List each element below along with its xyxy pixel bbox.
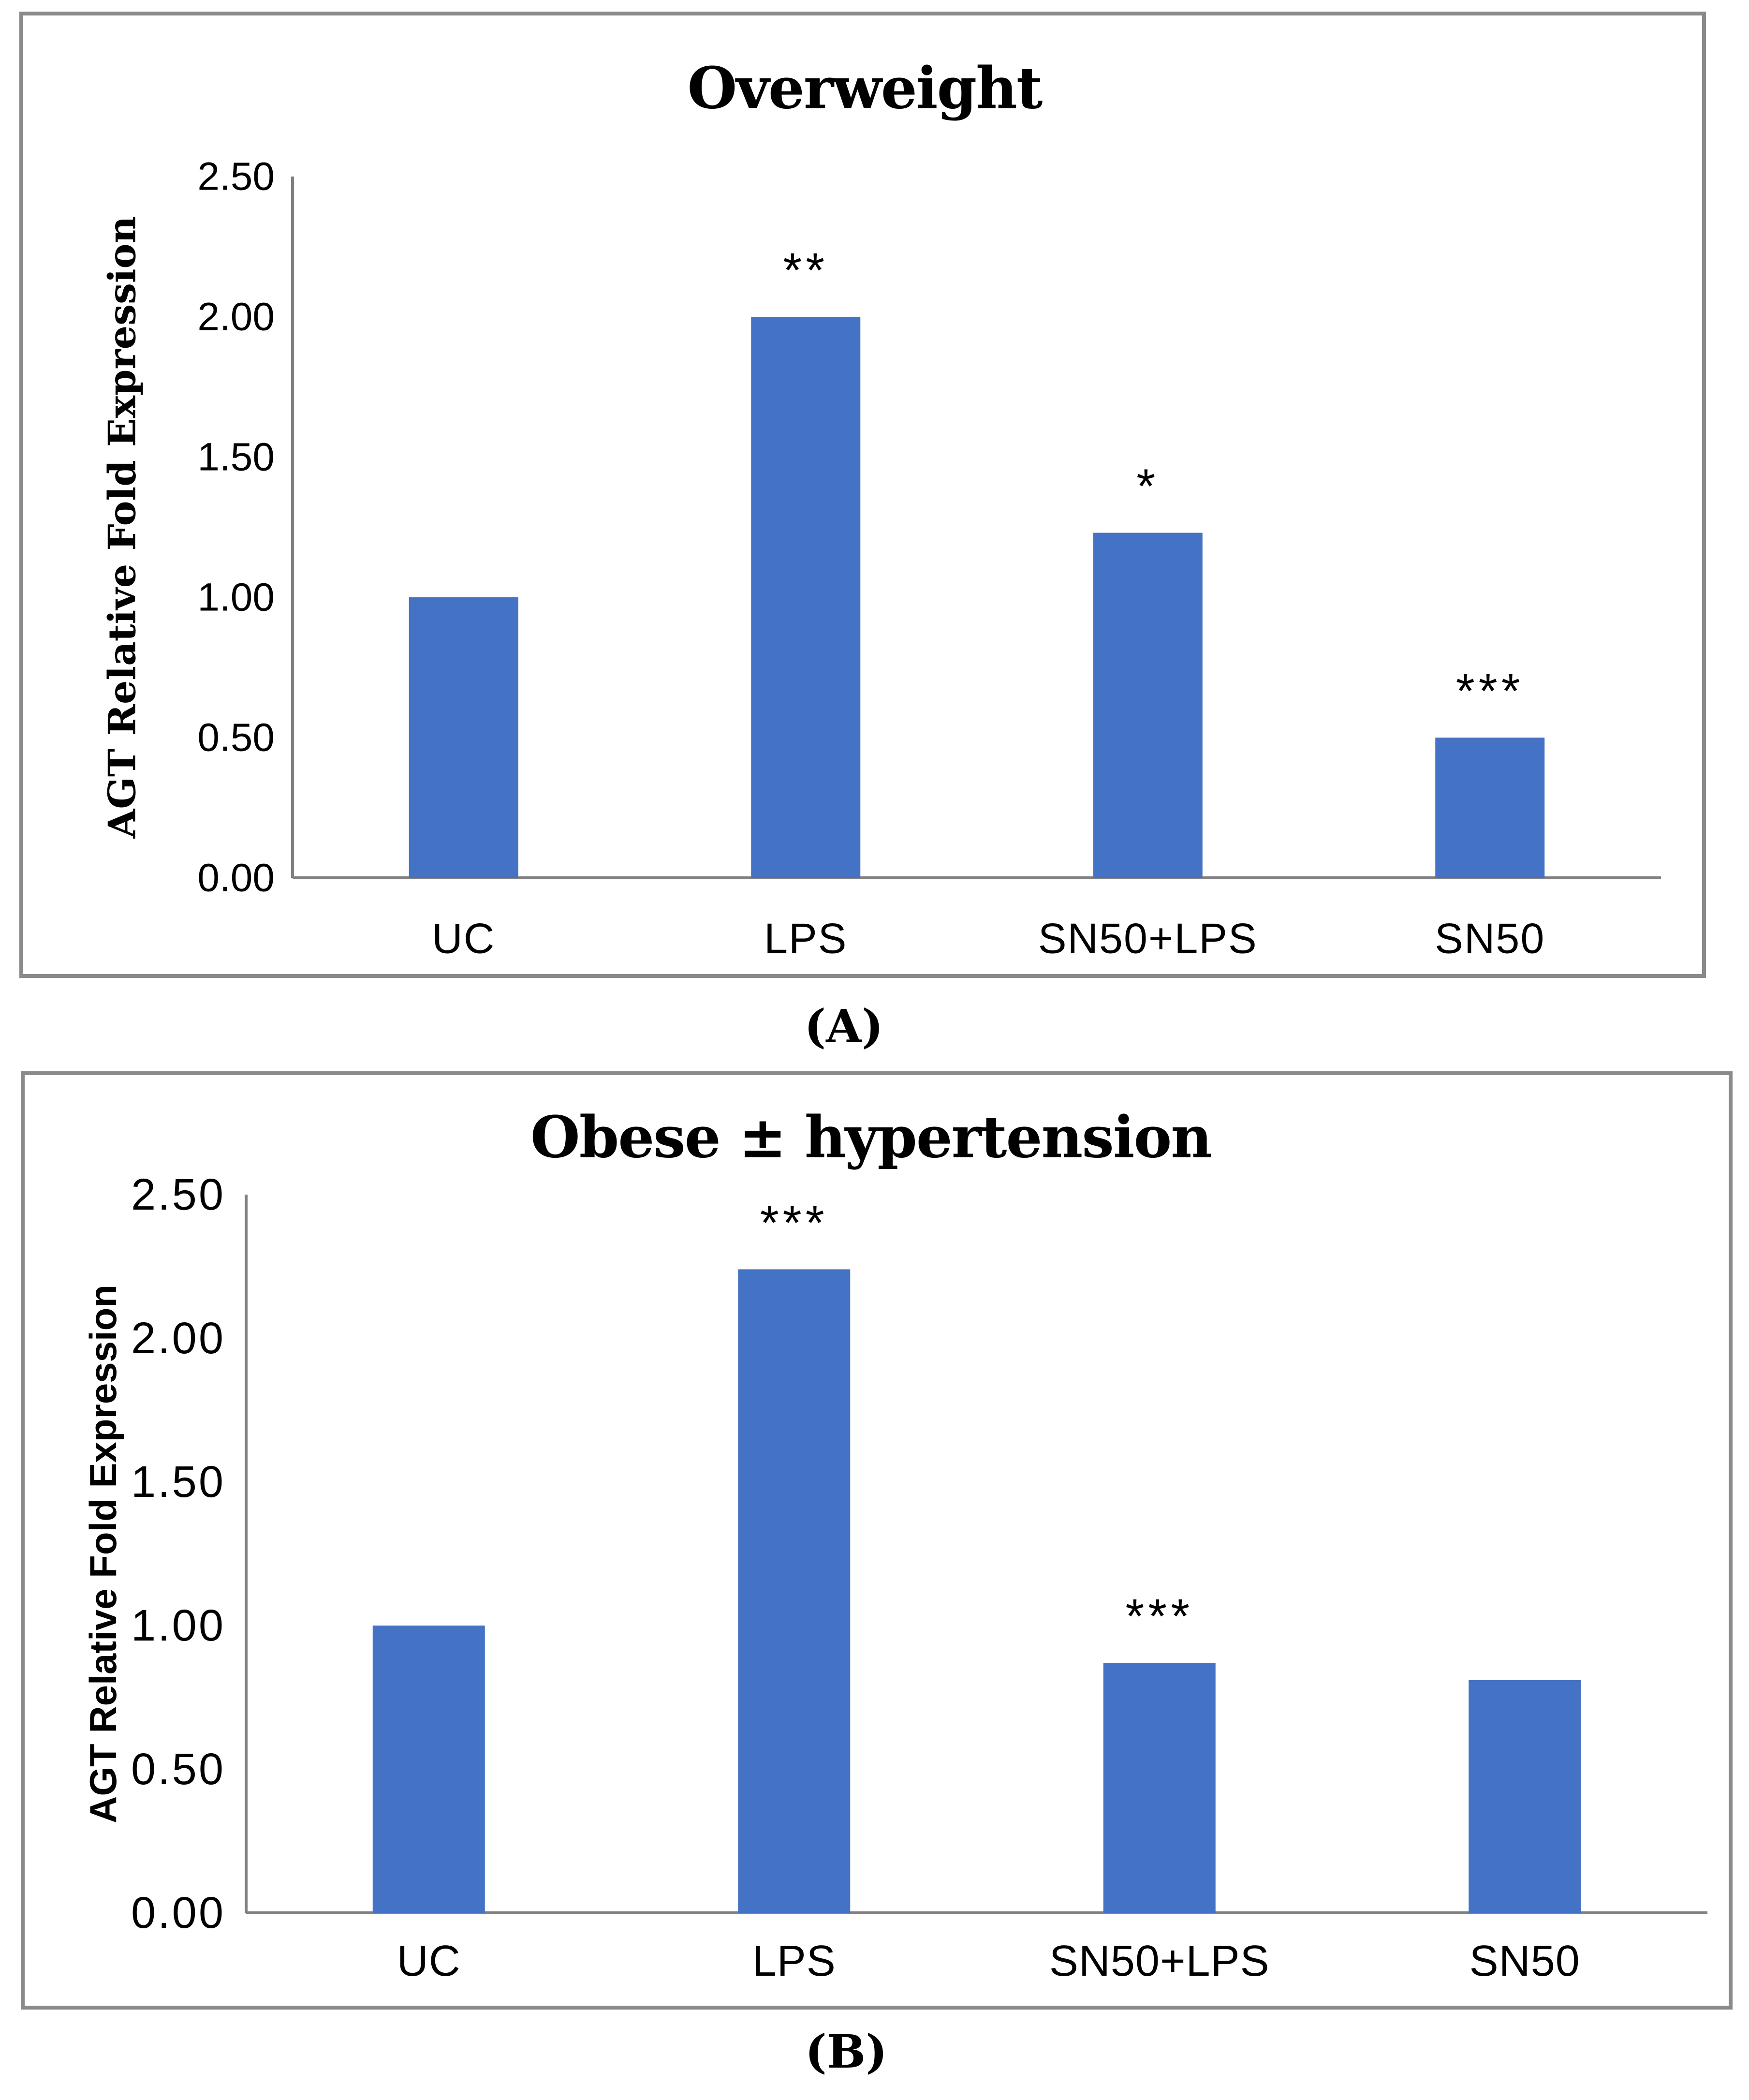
panel-b-caption-text: (B)	[805, 2025, 888, 2079]
panel-b-caption: (B)	[0, 2029, 1692, 2087]
y-tick-label: 2.50	[131, 1170, 225, 1219]
y-tick-label: 1.00	[131, 1601, 225, 1650]
significance-marker-lps: **	[783, 243, 828, 297]
category-label-sn50: SN50	[1470, 1937, 1580, 1985]
category-label-lps: LPS	[752, 1937, 836, 1985]
bar-lps	[751, 317, 861, 878]
chart-title: Obese ± hypertension	[530, 1104, 1211, 1171]
significance-marker-lps: ***	[760, 1196, 828, 1250]
bar-uc	[409, 597, 518, 878]
bar-sn50	[1435, 738, 1545, 878]
category-label-sn50-lps: SN50+LPS	[1038, 915, 1258, 962]
y-tick-label: 0.50	[197, 716, 275, 760]
obese-hypertension-bar-chart: 0.00 0.50 1.00 1.50 2.00 2.50 UC *** LPS *** SN50+…	[82, 1104, 1707, 1985]
panel-a-caption: (A)	[0, 1004, 1688, 1062]
significance-marker-sn50: ***	[1456, 664, 1524, 718]
chart-title: Overweight	[688, 55, 1043, 122]
panel-a-caption-text: (A)	[804, 1000, 883, 1053]
overweight-bar-chart: 0.00 0.50 1.00 1.50 2.00 2.50 UC ** LPS * SN50+LPS…	[101, 55, 1661, 962]
significance-marker-sn50-lps: *	[1136, 459, 1159, 514]
category-label-sn50-lps: SN50+LPS	[1049, 1937, 1270, 1985]
category-label-sn50: SN50	[1435, 915, 1545, 962]
panel-obese-hypertension: 0.00 0.50 1.00 1.50 2.00 2.50 UC *** LPS *** SN50+…	[21, 1071, 1733, 2010]
y-tick-label: 0.00	[197, 856, 275, 900]
category-label-uc: UC	[397, 1937, 461, 1985]
panel-overweight: 0.00 0.50 1.00 1.50 2.00 2.50 UC ** LPS * SN50+LPS…	[19, 12, 1706, 978]
y-tick-label: 2.50	[197, 155, 275, 199]
bar-sn50-lps	[1103, 1663, 1216, 1913]
y-tick-label: 2.00	[131, 1314, 225, 1363]
y-tick-label: 1.50	[131, 1457, 225, 1507]
y-tick-label: 1.50	[197, 435, 275, 479]
y-tick-label: 2.00	[197, 295, 275, 339]
bar-lps	[738, 1269, 851, 1913]
y-axis-title: AGT Relative Fold Expression	[101, 216, 145, 839]
bar-sn50	[1469, 1680, 1581, 1913]
y-tick-label: 0.50	[131, 1745, 225, 1794]
y-tick-label: 0.00	[131, 1888, 225, 1937]
bar-sn50-lps	[1093, 532, 1203, 878]
y-tick-label: 1.00	[197, 576, 275, 620]
category-label-uc: UC	[432, 915, 495, 962]
category-label-lps: LPS	[764, 915, 847, 962]
bar-uc	[372, 1626, 485, 1913]
significance-marker-sn50-lps: ***	[1125, 1589, 1193, 1643]
y-axis-title: AGT Relative Fold Expression	[82, 1285, 124, 1823]
